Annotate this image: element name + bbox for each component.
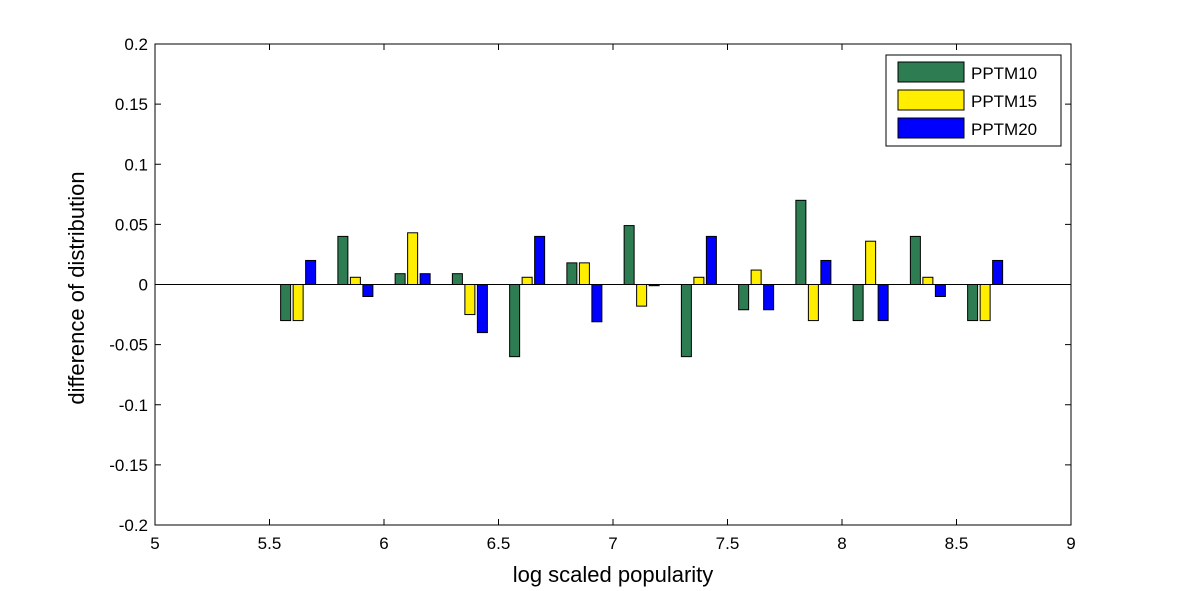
bar-pptm15 [750, 269, 762, 286]
legend-label-pptm20: PPTM20 [971, 120, 1037, 139]
bar-pptm20 [305, 259, 317, 286]
bar-pptm20 [934, 284, 946, 298]
x-tick-label: 5 [150, 534, 159, 553]
bar-pptm10 [852, 284, 864, 322]
bar-pptm20 [476, 284, 488, 334]
y-tick-label: -0.1 [119, 396, 148, 415]
x-tick-label: 6.5 [487, 534, 511, 553]
bar-pptm15 [464, 284, 476, 316]
bar-pptm15 [636, 284, 648, 307]
bar-pptm15 [807, 284, 819, 322]
x-tick-label: 5.5 [258, 534, 282, 553]
x-tick-label: 8.5 [945, 534, 969, 553]
legend-swatch-pptm20 [897, 117, 965, 139]
bar-pptm10 [909, 235, 921, 285]
y-tick-label: 0.2 [124, 35, 148, 54]
bar-pptm20 [877, 284, 889, 322]
x-tick-label: 6 [379, 534, 388, 553]
bar-pptm15 [865, 240, 877, 286]
bar-pptm15 [578, 262, 590, 285]
bar-pptm15 [979, 284, 991, 322]
bar-pptm15 [521, 276, 533, 285]
x-tick-label: 7 [608, 534, 617, 553]
bar-pptm10 [680, 284, 692, 358]
y-tick-label: -0.2 [119, 516, 148, 535]
x-tick-label: 9 [1066, 534, 1075, 553]
bar-pptm15 [349, 276, 361, 285]
bar-pptm10 [394, 273, 406, 285]
bar-pptm10 [738, 284, 750, 311]
y-tick-label: 0.05 [115, 215, 148, 234]
legend-label-pptm10: PPTM10 [971, 64, 1037, 83]
bar-pptm10 [509, 284, 521, 358]
x-tick-label: 7.5 [716, 534, 740, 553]
y-tick-label: 0 [139, 276, 148, 295]
y-axis-label: difference of distribution [64, 171, 89, 404]
bar-pptm20 [763, 284, 775, 311]
bar-pptm10 [280, 284, 292, 322]
bar-pptm15 [292, 284, 304, 322]
bar-pptm20 [419, 273, 431, 285]
x-axis-label: log scaled popularity [513, 562, 714, 587]
legend-swatch-pptm15 [897, 89, 965, 111]
legend-swatch-pptm10 [897, 61, 965, 83]
bar-pptm15 [922, 276, 934, 285]
y-tick-label: 0.1 [124, 155, 148, 174]
bar-pptm20 [820, 259, 832, 286]
bar-pptm10 [451, 273, 463, 285]
legend: PPTM10 PPTM15 PPTM20 [885, 54, 1062, 147]
bar-pptm20 [591, 284, 603, 323]
bar-pptm15 [693, 276, 705, 285]
bars-group [280, 199, 1004, 358]
bar-pptm20 [992, 259, 1004, 286]
bar-pptm10 [337, 235, 349, 285]
legend-label-pptm15: PPTM15 [971, 92, 1037, 111]
bar-pptm20 [362, 284, 374, 298]
x-axis: 5 5.5 6 6.5 7 7.5 8 8.5 9 [150, 44, 1076, 553]
y-axis: -0.2 -0.15 -0.1 -0.05 0 0.05 0.1 0.15 0.2 [109, 35, 1071, 535]
bar-pptm10 [623, 225, 635, 285]
bar-pptm10 [566, 262, 578, 285]
y-tick-label: 0.15 [115, 95, 148, 114]
bar-pptm15 [407, 232, 419, 285]
bar-pptm20 [705, 235, 717, 285]
bar-pptm10 [795, 199, 807, 286]
y-tick-label: -0.05 [109, 336, 148, 355]
x-tick-label: 8 [837, 534, 846, 553]
bar-pptm10 [967, 284, 979, 322]
y-tick-label: -0.15 [109, 456, 148, 475]
bar-pptm20 [534, 235, 546, 285]
